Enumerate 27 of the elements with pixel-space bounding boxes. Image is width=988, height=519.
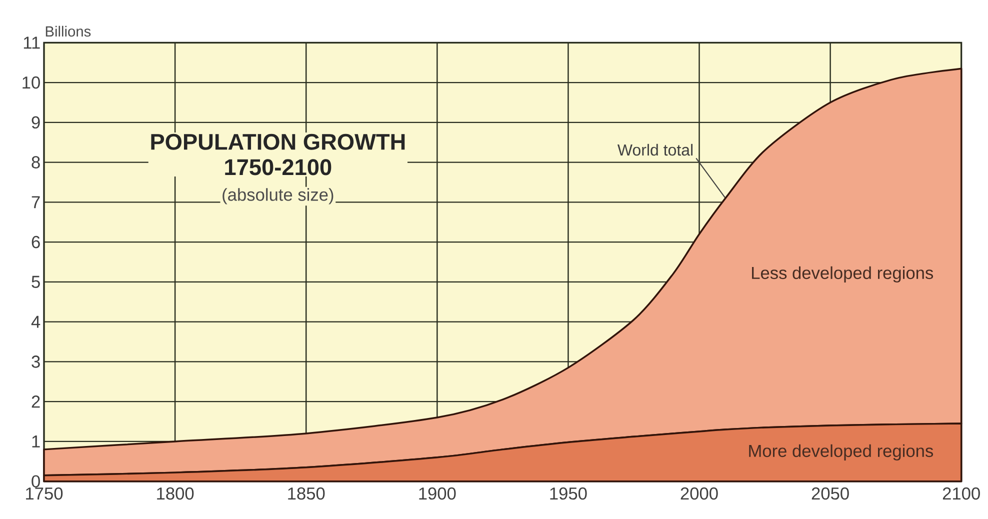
text: POPULATION GROWTH <box>151 134 405 150</box>
y-tick-label: 8 <box>32 156 40 169</box>
annotation: (absolute size) <box>222 188 334 204</box>
y-tick-label: 2 <box>32 396 40 408</box>
y-tick-label: 4 <box>31 316 40 328</box>
x-tick-label: 2050 <box>812 488 849 500</box>
series-label: Less developed regions <box>752 266 934 283</box>
x-tick-label: 1950 <box>550 488 587 500</box>
y-axis-title: Billions <box>46 26 91 37</box>
x-tick-label: 1850 <box>288 488 325 500</box>
series-label: More developed regions <box>749 444 934 461</box>
y-tick-label: 6 <box>32 236 40 248</box>
y-tick-label: 5 <box>32 276 40 288</box>
x-tick-label: 1750 <box>26 488 63 500</box>
y-tick-label: 0 <box>32 475 40 488</box>
x-tick-label: 2100 <box>942 488 980 500</box>
y-tick-label: 3 <box>32 356 40 368</box>
text: 1750-2100 <box>225 159 332 176</box>
y-tick-label: 11 <box>24 36 40 49</box>
y-tick-label: 9 <box>32 116 40 129</box>
annotation: World total <box>617 144 693 156</box>
y-tick-label: 7 <box>32 196 40 208</box>
y-tick-label: 10 <box>22 76 40 89</box>
x-tick-label: 1800 <box>157 488 194 500</box>
y-tick-label: 1 <box>32 436 40 448</box>
x-tick-label: 1900 <box>419 488 456 500</box>
x-tick-label: 2000 <box>680 488 718 500</box>
